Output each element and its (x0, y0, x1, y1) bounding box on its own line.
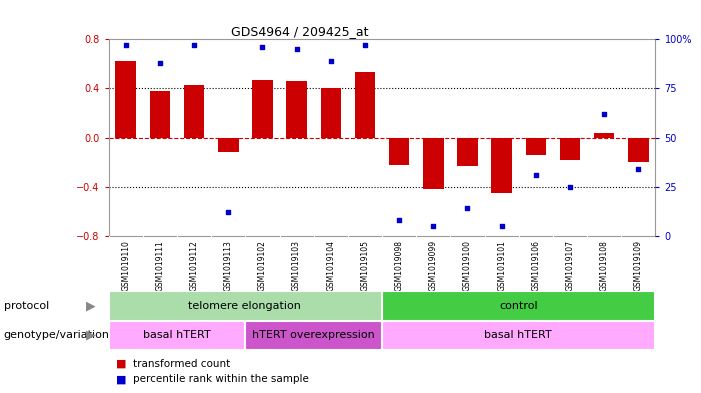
Bar (423, 138, 444, 189)
Bar (252, 80, 273, 138)
Text: percentile rank within the sample: percentile rank within the sample (133, 374, 309, 384)
Text: GSM1019108: GSM1019108 (599, 240, 608, 291)
Point (633, 166, 644, 172)
Text: GSM1019101: GSM1019101 (497, 240, 506, 291)
Point (325, 58, 336, 64)
Text: GSM1019113: GSM1019113 (224, 240, 233, 291)
Bar (382, 321, 655, 349)
Text: GSM1019105: GSM1019105 (360, 240, 369, 291)
Text: GSM1019098: GSM1019098 (395, 240, 404, 291)
Bar (184, 85, 205, 138)
Text: GSM1019106: GSM1019106 (531, 240, 540, 291)
Point (530, 172, 541, 178)
Bar (218, 138, 238, 152)
Title: GDS4964 / 209425_at: GDS4964 / 209425_at (231, 25, 369, 38)
Bar (150, 91, 170, 138)
Text: ■: ■ (116, 358, 126, 369)
Bar (560, 138, 580, 160)
Text: ■: ■ (116, 374, 126, 384)
Point (599, 111, 610, 117)
Bar (457, 138, 478, 166)
Text: GSM1019107: GSM1019107 (566, 240, 575, 291)
Point (393, 217, 404, 223)
Point (223, 209, 234, 215)
Point (154, 60, 165, 66)
Text: GSM1019099: GSM1019099 (429, 240, 438, 291)
Bar (320, 88, 341, 138)
Point (360, 42, 371, 48)
Text: GSM1019100: GSM1019100 (463, 240, 472, 291)
Bar (526, 138, 546, 155)
Bar (245, 321, 381, 349)
Point (189, 42, 200, 48)
Text: GSM1019102: GSM1019102 (258, 240, 267, 291)
Text: control: control (499, 301, 538, 310)
Text: transformed count: transformed count (133, 358, 231, 369)
Text: GSM1019109: GSM1019109 (634, 240, 643, 291)
Bar (116, 61, 136, 138)
Point (496, 223, 508, 229)
Text: protocol: protocol (4, 301, 49, 310)
Point (462, 205, 473, 211)
Point (257, 44, 268, 50)
Bar (382, 292, 655, 320)
Text: GSM1019110: GSM1019110 (121, 240, 130, 291)
Bar (109, 292, 381, 320)
Text: hTERT overexpression: hTERT overexpression (252, 330, 374, 340)
Bar (491, 138, 512, 193)
Point (291, 46, 302, 52)
Bar (594, 132, 614, 138)
Text: GSM1019111: GSM1019111 (156, 240, 165, 291)
Text: ▶: ▶ (86, 329, 96, 342)
Text: GSM1019112: GSM1019112 (189, 240, 198, 291)
Point (428, 223, 439, 229)
Text: basal hTERT: basal hTERT (142, 330, 210, 340)
Text: basal hTERT: basal hTERT (484, 330, 552, 340)
Point (564, 184, 576, 190)
Text: GSM1019103: GSM1019103 (292, 240, 301, 291)
Bar (109, 321, 245, 349)
Bar (355, 72, 375, 138)
Text: GSM1019104: GSM1019104 (326, 240, 335, 291)
Bar (389, 138, 409, 165)
Text: telomere elongation: telomere elongation (189, 301, 301, 310)
Bar (287, 81, 307, 138)
Point (120, 42, 131, 48)
Text: ▶: ▶ (86, 299, 96, 312)
Bar (628, 138, 648, 162)
Text: genotype/variation: genotype/variation (4, 330, 109, 340)
